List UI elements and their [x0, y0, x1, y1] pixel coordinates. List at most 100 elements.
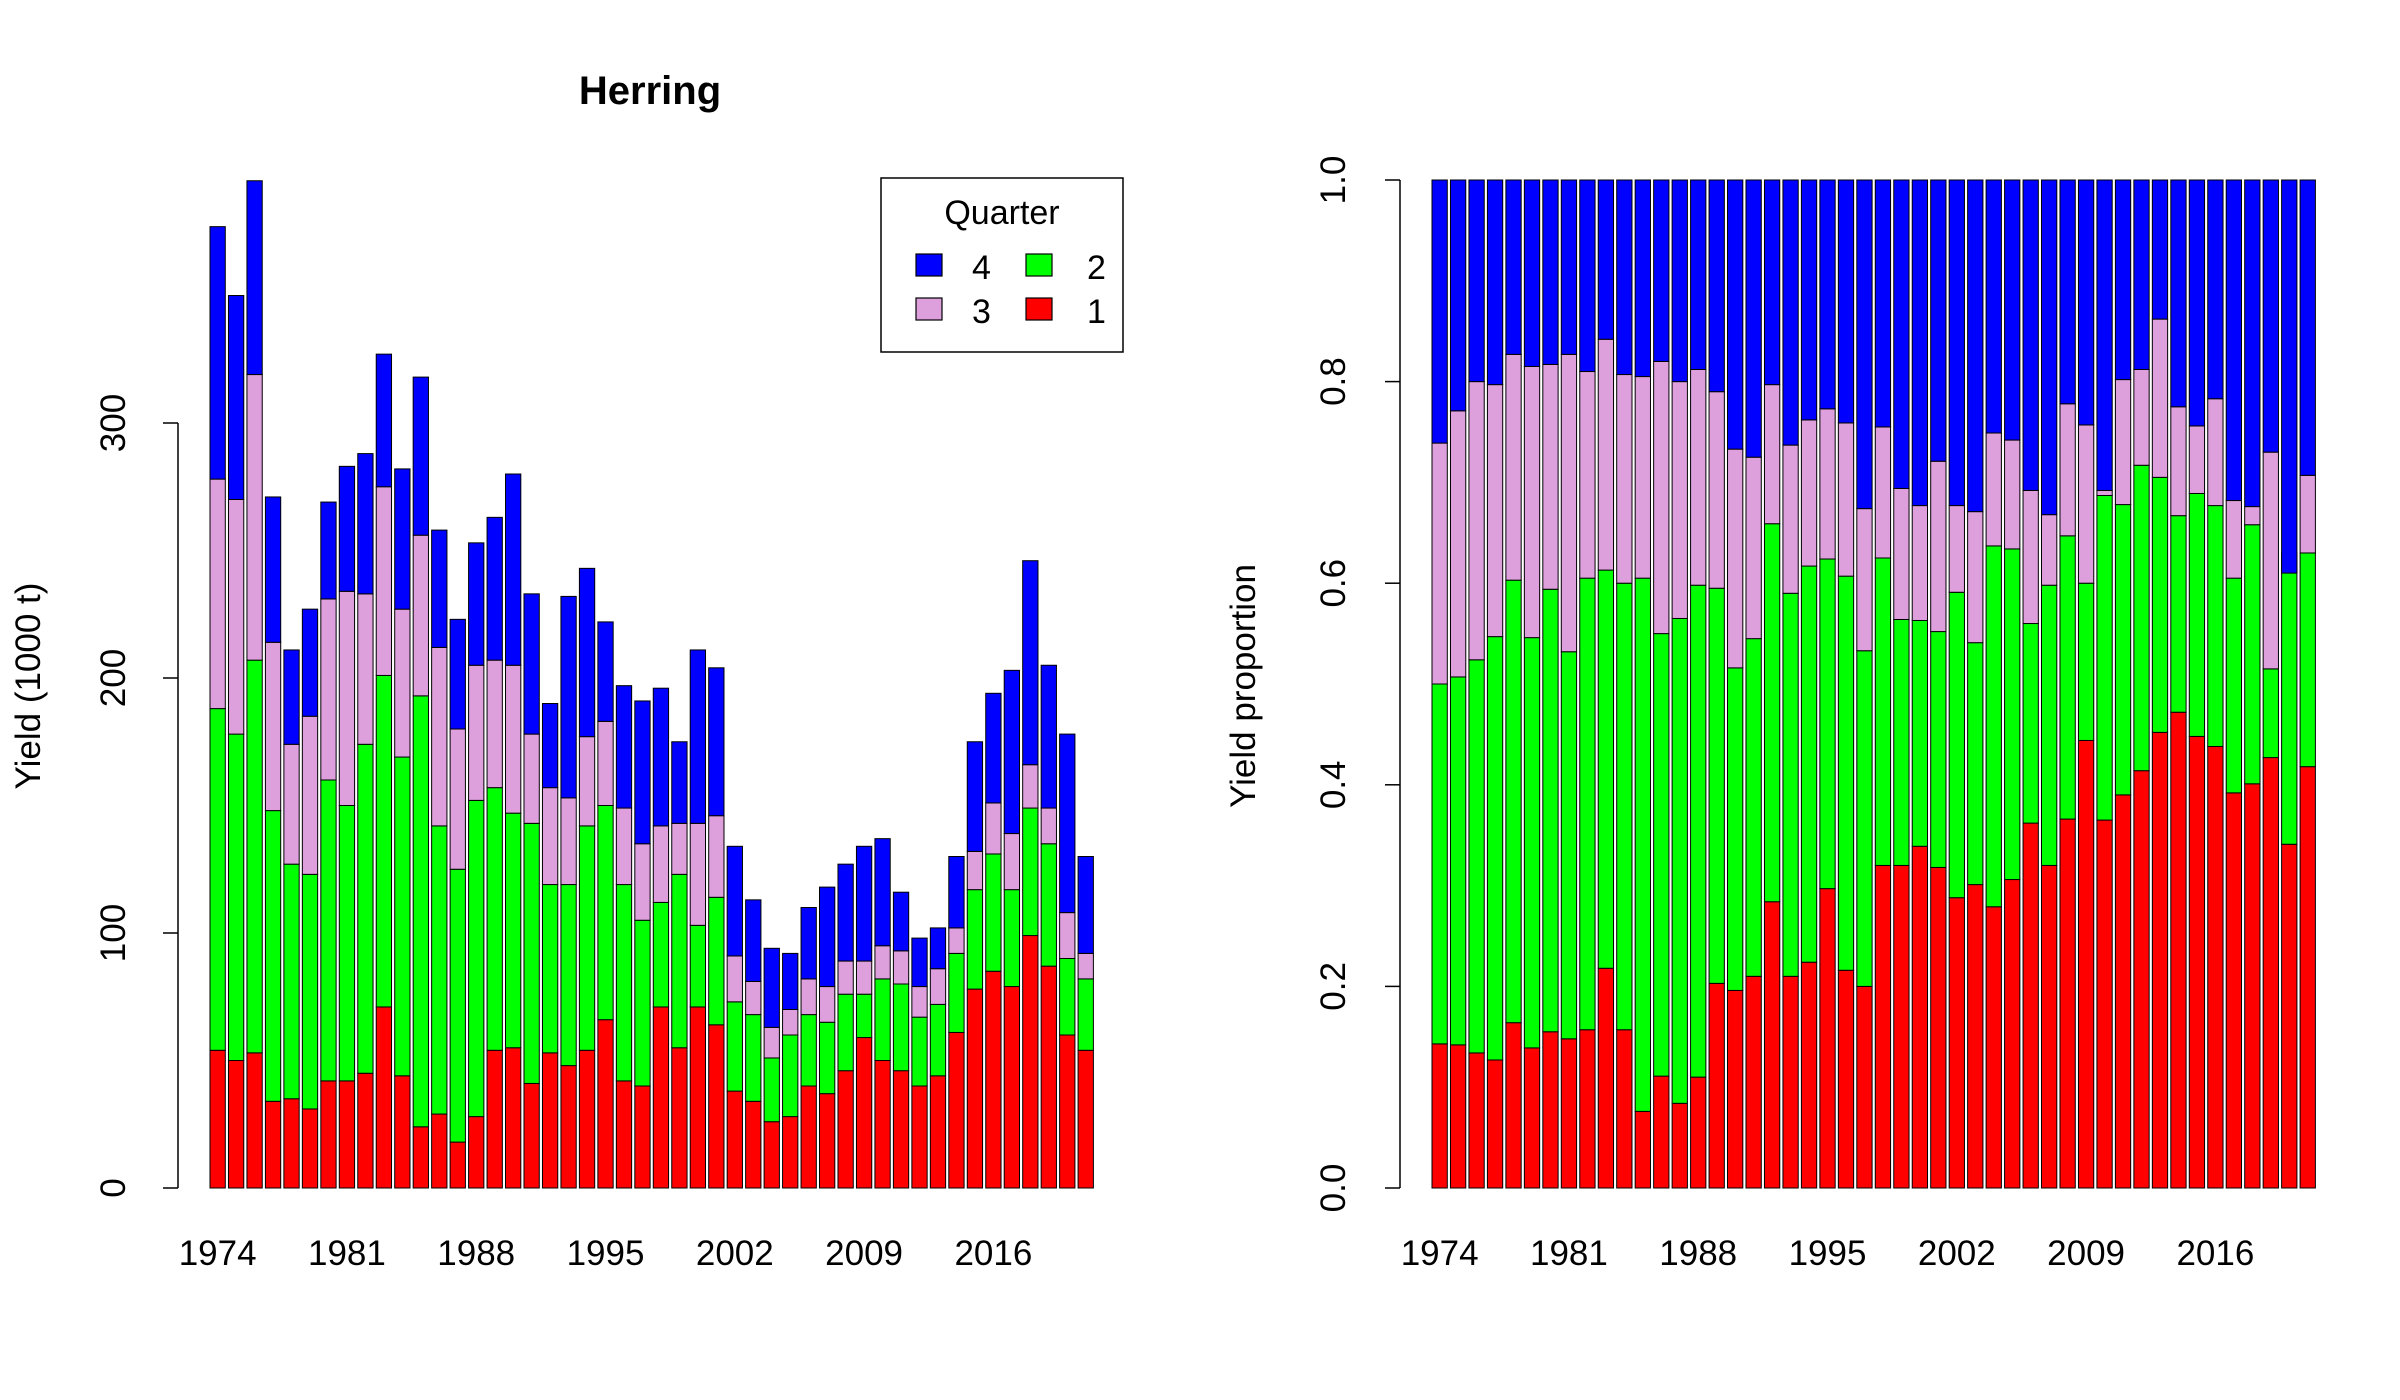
legend-label-2: 2	[1087, 249, 1106, 287]
bar-1988-q4	[468, 542, 485, 666]
left-x-tick-label: 2016	[954, 1234, 1032, 1273]
prop-bar-2007-q4	[2041, 179, 2058, 516]
bar-2016-q2	[985, 853, 1002, 972]
prop-bar-2018-q1	[2244, 783, 2261, 1189]
prop-bar-1975-q3	[1449, 410, 1467, 678]
bar-1991-q1	[523, 1082, 540, 1189]
prop-bar-1996-q2	[1837, 575, 1855, 971]
legend-swatch-4	[915, 253, 943, 277]
prop-bar-1990-q3	[1727, 448, 1744, 669]
bar-1995-q3	[597, 720, 614, 806]
prop-bar-2014-q4	[2170, 179, 2187, 408]
bar-2007-q1	[819, 1093, 836, 1189]
bar-1979-q2	[301, 873, 319, 1110]
bar-2000-q1	[689, 1006, 707, 1189]
prop-bar-1983-q4	[1597, 179, 1615, 340]
bar-1991-q4	[523, 593, 540, 735]
bar-1979-q1	[301, 1108, 319, 1189]
prop-bar-1976-q4	[1468, 179, 1485, 383]
bar-2009-q4	[855, 845, 873, 962]
prop-bar-1991-q4	[1745, 179, 1762, 458]
prop-bar-2010-q3	[2096, 489, 2113, 496]
prop-bar-1987-q4	[1671, 179, 1688, 383]
prop-bar-1981-q4	[1560, 179, 1578, 355]
prop-bar-1990-q2	[1727, 667, 1744, 991]
bar-1989-q1	[486, 1049, 503, 1189]
prop-bar-2015-q1	[2188, 735, 2206, 1189]
prop-bar-2016-q4	[2207, 179, 2224, 400]
bar-1992-q3	[541, 787, 559, 886]
prop-bar-1995-q1	[1819, 888, 1836, 1189]
bar-1985-q1	[412, 1126, 429, 1189]
bar-1975-q1	[227, 1060, 245, 1189]
prop-bar-2001-q1	[1930, 866, 1947, 1189]
prop-bar-2019-q1	[2262, 757, 2279, 1189]
left-chart-panel: Herring 0 100 200 300 1974 1981 1988 1995 2002 2…	[9, 69, 1124, 1273]
prop-bar-1993-q1	[1782, 975, 1799, 1189]
left-y-tick-label: 100	[94, 904, 133, 962]
prop-bar-2015-q3	[2188, 425, 2206, 494]
prop-bar-1987-q3	[1671, 381, 1688, 619]
bar-2010-q3	[874, 945, 891, 980]
bar-2002-q4	[726, 845, 743, 957]
prop-bar-1989-q4	[1708, 179, 1725, 393]
bar-1976-q1	[246, 1052, 263, 1189]
bar-2011-q1	[892, 1070, 910, 1189]
prop-bar-1978-q3	[1505, 353, 1522, 581]
bar-2007-q4	[819, 886, 836, 988]
prop-bar-1992-q2	[1763, 523, 1781, 903]
prop-bar-2013-q3	[2151, 318, 2169, 478]
left-y-tick-label: 300	[94, 394, 133, 452]
bar-2008-q3	[837, 960, 854, 995]
prop-bar-2018-q2	[2244, 524, 2261, 785]
prop-bar-1979-q2	[1523, 637, 1541, 1049]
right-y-tick-label: 1.0	[1314, 156, 1353, 205]
prop-bar-2014-q2	[2170, 515, 2187, 713]
bar-2002-q1	[726, 1090, 743, 1189]
prop-bar-2019-q2	[2262, 668, 2279, 759]
bar-2010-q4	[874, 838, 891, 947]
prop-bar-2016-q3	[2207, 398, 2224, 507]
bar-1983-q3	[375, 486, 393, 676]
prop-bar-1998-q3	[1874, 426, 1892, 559]
prop-bar-1978-q4	[1505, 179, 1522, 355]
bar-1978-q3	[283, 743, 300, 865]
bar-2006-q1	[800, 1085, 817, 1189]
prop-bar-2003-q2	[1967, 642, 1984, 886]
bar-1997-q3	[634, 843, 651, 921]
bar-1992-q1	[541, 1052, 559, 1189]
prop-bar-1981-q3	[1560, 353, 1578, 653]
prop-bar-2008-q3	[2059, 403, 2076, 537]
prop-bar-1978-q2	[1505, 579, 1522, 1024]
bar-1985-q3	[412, 534, 429, 697]
bar-1978-q1	[283, 1098, 300, 1189]
bar-1976-q3	[246, 374, 263, 661]
bar-1983-q2	[375, 674, 393, 1008]
prop-bar-1976-q3	[1468, 381, 1485, 661]
bar-1981-q3	[338, 590, 356, 806]
prop-bar-1996-q1	[1837, 969, 1855, 1189]
left-x-tick-label: 2009	[825, 1234, 903, 1273]
prop-bar-1991-q2	[1745, 638, 1762, 977]
prop-bar-1987-q2	[1671, 617, 1688, 1104]
bar-1980-q1	[320, 1080, 337, 1189]
prop-bar-1985-q1	[1634, 1110, 1651, 1189]
prop-bar-1988-q4	[1690, 179, 1707, 370]
bar-2000-q2	[689, 924, 707, 1008]
bar-1993-q3	[560, 797, 577, 886]
bar-2018-q3	[1022, 764, 1039, 809]
prop-bar-1994-q2	[1800, 565, 1818, 963]
prop-bar-1999-q1	[1893, 864, 1910, 1189]
bar-1982-q2	[357, 743, 374, 1074]
bar-2003-q4	[745, 899, 762, 982]
prop-bar-1993-q4	[1782, 179, 1799, 446]
prop-bar-2017-q2	[2225, 577, 2243, 794]
prop-bar-2000-q2	[1911, 620, 1929, 847]
prop-bar-2003-q1	[1967, 884, 1984, 1189]
right-x-tick-label: 2002	[1918, 1234, 1996, 1273]
prop-bar-1979-q4	[1523, 179, 1541, 367]
prop-bar-1983-q2	[1597, 569, 1615, 969]
bar-2013-q1	[929, 1075, 947, 1189]
prop-bar-2000-q4	[1911, 179, 1929, 507]
prop-bar-1974-q1	[1431, 1043, 1448, 1189]
